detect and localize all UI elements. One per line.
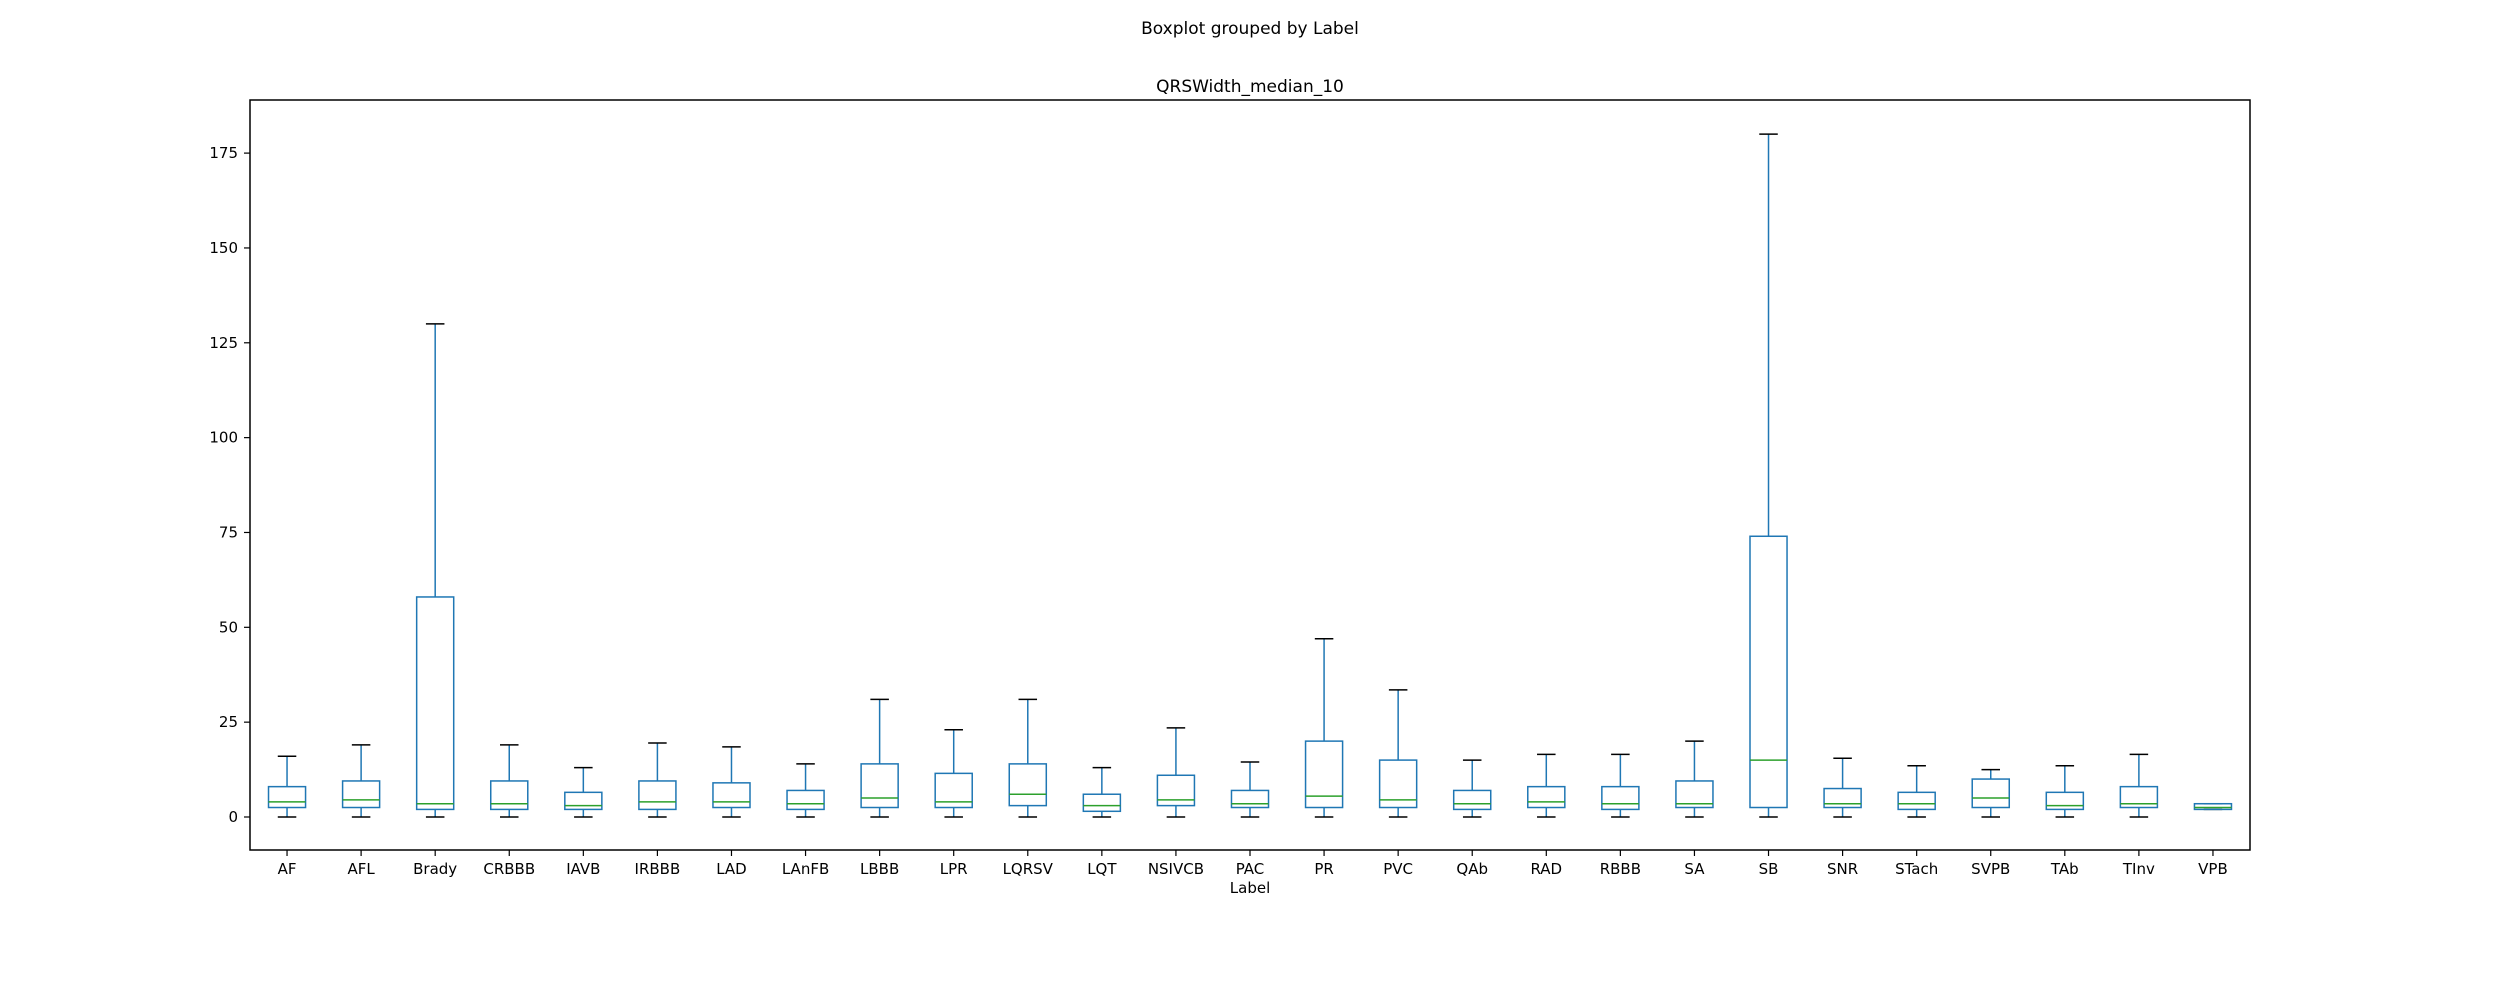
box-pac [1230,789,1270,809]
y-tick-label: 0 [228,808,238,826]
y-tick-label: 100 [209,429,238,447]
x-tick-label-stach: STach [1895,860,1938,878]
x-tick-label-lqt: LQT [1087,860,1117,878]
x-tick-label-af: AF [278,860,297,878]
plot-area-frame [249,99,2251,851]
x-axis-label: Label [1230,879,1270,897]
x-tick-label-afl: AFL [347,860,375,878]
y-tick-label: 125 [209,334,238,352]
box-qab [1452,789,1492,811]
x-tick-label-sa: SA [1684,860,1705,878]
x-tick-label-lbbb: LBBB [860,860,899,878]
x-tick-label-rad: RAD [1530,860,1562,878]
box-lqrsv [1008,763,1048,807]
box-rad [1527,785,1566,809]
x-tick-label-sb: SB [1759,860,1779,878]
box-snr [1823,787,1862,809]
y-tick-label: 175 [209,144,238,162]
figure-suptitle: Boxplot grouped by Label [1141,19,1359,39]
box-pvc [1378,759,1418,809]
x-tick-label-pvc: PVC [1383,860,1413,878]
box-crbbb [489,780,529,811]
box-lanfb [786,789,825,811]
box-irbbb [638,780,677,811]
box-vpb [2193,802,2233,811]
box-rbbb [1601,785,1640,811]
y-tick-label: 150 [209,239,238,257]
box-pr [1304,740,1344,809]
x-tick-label-pac: PAC [1236,860,1265,878]
box-lbbb [860,763,899,809]
x-tick-label-tab: TAb [2050,860,2079,878]
x-tick-label-lanfb: LAnFB [782,860,829,878]
box-svpb [1971,778,2011,809]
box-lpr [934,772,973,809]
box-stach [1897,791,1936,811]
x-tick-label-brady: Brady [413,860,457,878]
x-tick-label-lqrsv: LQRSV [1003,860,1054,878]
x-tick-label-iavb: IAVB [566,860,600,878]
box-sa [1675,780,1714,809]
x-tick-label-tinv: TInv [2122,860,2155,878]
plot-marks: 0 25 50 75 100 125 150 175 AF AFL Brady CRBBB IAVB IR… [209,133,2233,878]
box-brady [415,596,455,811]
x-tick-label-lad: LAD [716,860,747,878]
box-lqt [1082,793,1122,813]
box-af [267,785,307,809]
x-tick-label-nsivcb: NSIVCB [1148,860,1204,878]
box-tinv [2119,785,2159,809]
y-tick-label: 75 [219,523,238,541]
x-tick-label-pr: PR [1314,860,1333,878]
box-lad [712,782,751,809]
y-tick-label: 25 [219,713,238,731]
x-tick-label-snr: SNR [1827,860,1858,878]
box-afl [341,780,381,809]
box-iavb [564,791,603,811]
x-tick-label-svpb: SVPB [1971,860,2010,878]
y-tick-label: 50 [219,618,238,636]
x-tick-label-qab: QAb [1456,860,1488,878]
x-tick-label-crbbb: CRBBB [483,860,535,878]
x-tick-label-irbbb: IRBBB [635,860,681,878]
x-tick-label-rbbb: RBBB [1600,860,1641,878]
box-tab [2045,791,2085,811]
x-tick-label-lpr: LPR [940,860,968,878]
box-sb [1749,535,1788,809]
x-tick-label-vpb: VPB [2198,860,2228,878]
chart-title: QRSWidth_median_10 [1156,77,1344,97]
box-nsivcb [1156,774,1196,807]
